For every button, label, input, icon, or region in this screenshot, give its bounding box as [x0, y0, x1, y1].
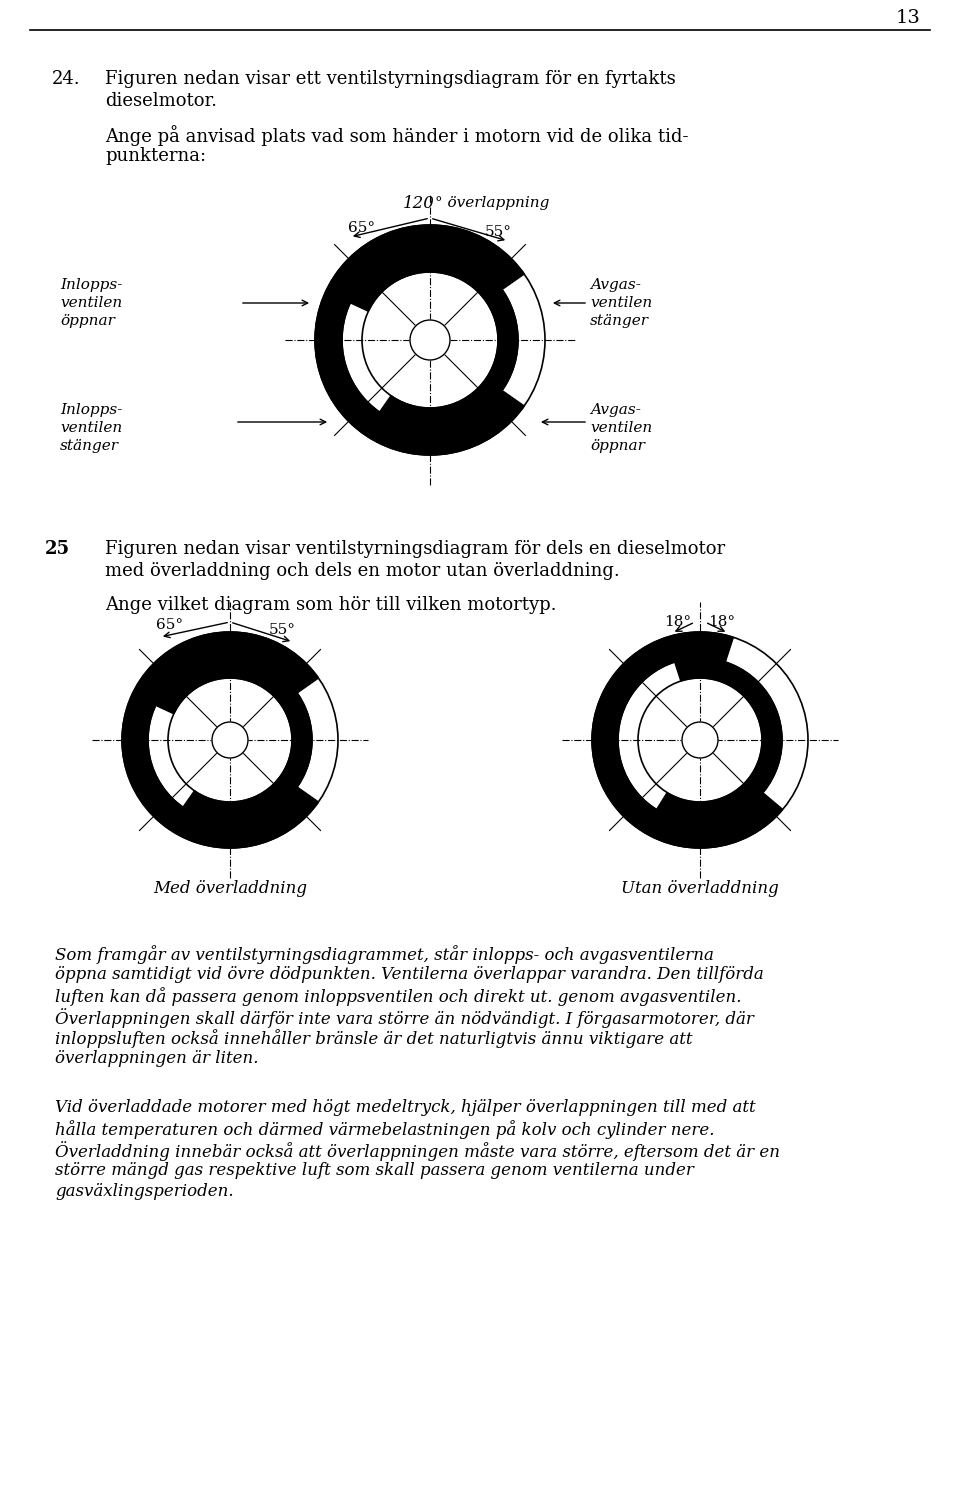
Text: öppnar: öppnar: [590, 439, 645, 453]
Text: överlappningen är liten.: överlappningen är liten.: [55, 1050, 258, 1067]
Text: Utan överladdning: Utan överladdning: [621, 880, 779, 896]
Text: luften kan då passera genom inloppsventilen och direkt ut. genom avgasventilen.: luften kan då passera genom inloppsventi…: [55, 987, 741, 1007]
Text: ventilen: ventilen: [590, 421, 652, 435]
Text: Överladdning innebär också att överlappningen måste vara större, eftersom det är: Överladdning innebär också att överlappn…: [55, 1141, 780, 1160]
Polygon shape: [350, 252, 518, 429]
Text: 50°: 50°: [736, 818, 763, 831]
Text: Inlopps-: Inlopps-: [60, 403, 122, 416]
Text: 55°: 55°: [465, 421, 492, 435]
Text: inloppsluften också innehåller bränsle är det naturligtvis ännu viktigare att: inloppsluften också innehåller bränsle ä…: [55, 1029, 692, 1047]
Text: Överlappningen skall därför inte vara större än nödvändigt. I förgasarmotorer, d: Överlappningen skall därför inte vara st…: [55, 1008, 754, 1028]
Text: med överladdning och dels en motor utan överladdning.: med överladdning och dels en motor utan …: [105, 561, 620, 579]
Text: 55°: 55°: [485, 225, 512, 238]
Text: 55°: 55°: [269, 623, 296, 637]
Text: Ange på anvisad plats vad som händer i motorn vid de olika tid-: Ange på anvisad plats vad som händer i m…: [105, 125, 688, 146]
Text: stänger: stänger: [590, 314, 649, 327]
Text: hålla temperaturen och därmed värmebelastningen på kolv och cylinder nere.: hålla temperaturen och därmed värmebelas…: [55, 1120, 714, 1139]
Text: punkterna:: punkterna:: [105, 146, 206, 164]
Text: 35°: 35°: [372, 421, 398, 435]
Text: Figuren nedan visar ett ventilstyrningsdiagram för en fyrtakts: Figuren nedan visar ett ventilstyrningsd…: [105, 69, 676, 88]
Text: Som framgår av ventilstyrningsdiagrammet, står inlopps- och avgasventilerna: Som framgår av ventilstyrningsdiagrammet…: [55, 945, 714, 964]
Text: 120: 120: [403, 195, 435, 211]
Text: 65°: 65°: [348, 220, 375, 235]
Text: ° överlappning: ° överlappning: [435, 196, 549, 210]
Text: 35°: 35°: [175, 818, 202, 831]
Circle shape: [212, 721, 248, 758]
Text: större mängd gas respektive luft som skall passera genom ventilerna under: större mängd gas respektive luft som ska…: [55, 1162, 694, 1179]
Text: 18°: 18°: [664, 616, 691, 629]
Text: dieselmotor.: dieselmotor.: [105, 92, 217, 110]
Circle shape: [410, 320, 450, 361]
Text: Avgas-: Avgas-: [590, 403, 641, 416]
Text: 24.: 24.: [52, 69, 81, 88]
Text: Ange vilket diagram som hör till vilken motortyp.: Ange vilket diagram som hör till vilken …: [105, 596, 557, 614]
Text: Figuren nedan visar ventilstyrningsdiagram för dels en dieselmotor: Figuren nedan visar ventilstyrningsdiagr…: [105, 540, 725, 558]
Text: 13: 13: [895, 9, 920, 27]
Polygon shape: [592, 632, 782, 848]
Text: öppnar: öppnar: [60, 314, 115, 327]
Text: ventilen: ventilen: [590, 296, 652, 309]
Text: Vid överladdade motorer med högt medeltryck, hjälper överlappningen till med att: Vid överladdade motorer med högt medeltr…: [55, 1099, 756, 1117]
Text: 65°: 65°: [156, 619, 183, 632]
Circle shape: [682, 721, 718, 758]
Polygon shape: [315, 225, 524, 456]
Text: 18°: 18°: [708, 616, 735, 629]
Polygon shape: [156, 658, 312, 822]
Text: 25: 25: [45, 540, 70, 558]
Text: ventilen: ventilen: [60, 296, 122, 309]
Text: öppna samtidigt vid övre dödpunkten. Ventilerna överlappar varandra. Den tillför: öppna samtidigt vid övre dödpunkten. Ven…: [55, 966, 764, 982]
Text: 32°: 32°: [644, 818, 672, 831]
Polygon shape: [657, 658, 782, 822]
Text: ventilen: ventilen: [60, 421, 122, 435]
Text: Inlopps-: Inlopps-: [60, 278, 122, 293]
Polygon shape: [122, 632, 319, 848]
Text: gasväxlingsperioden.: gasväxlingsperioden.: [55, 1183, 233, 1200]
Text: Avgas-: Avgas-: [590, 278, 641, 293]
Text: Med överladdning: Med överladdning: [153, 880, 307, 896]
Text: 55°: 55°: [265, 818, 292, 831]
Text: stänger: stänger: [60, 439, 119, 453]
